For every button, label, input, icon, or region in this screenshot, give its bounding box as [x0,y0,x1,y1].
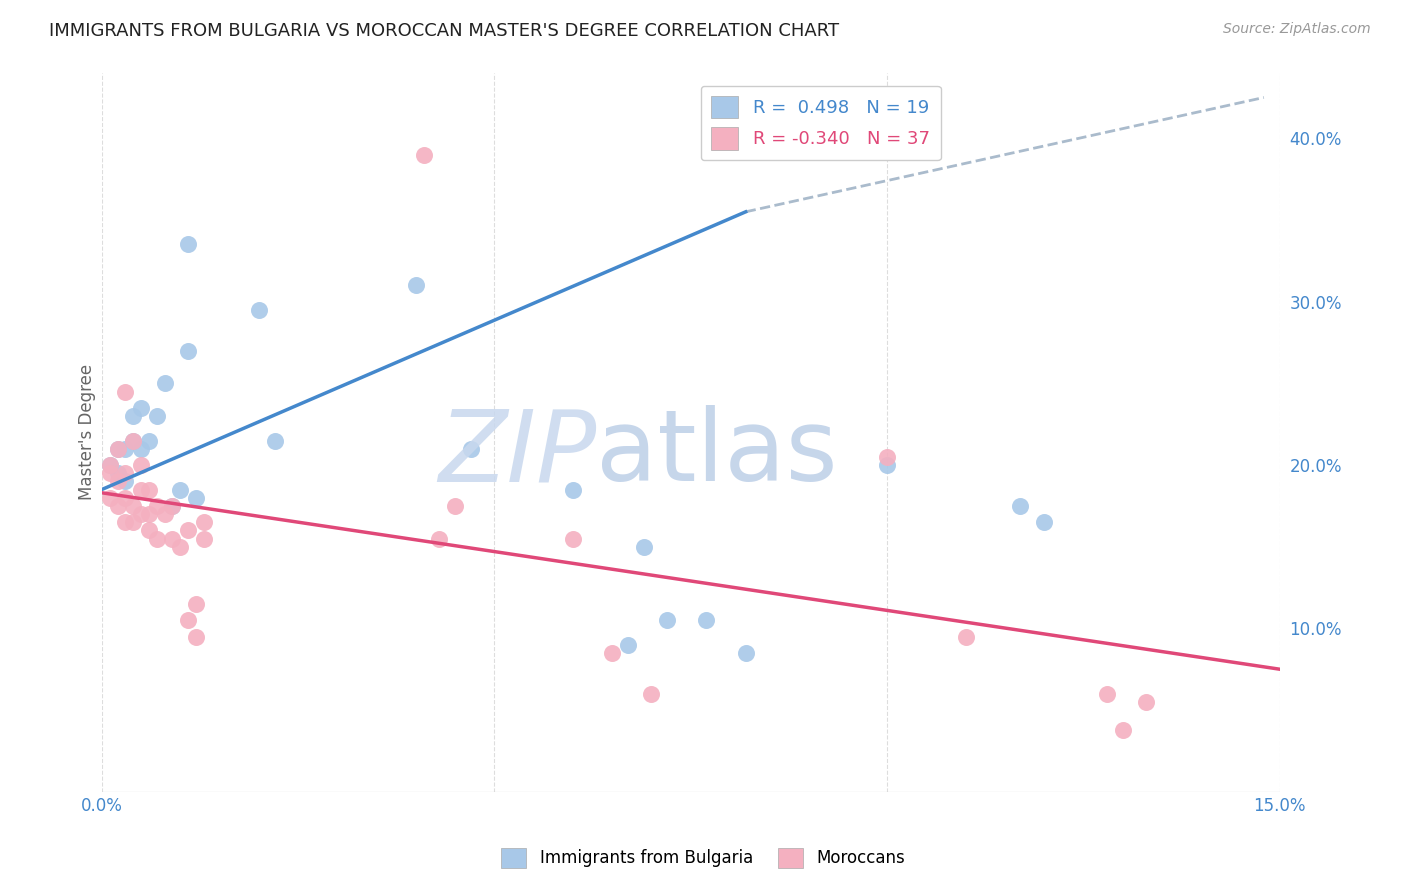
Point [129,401,152,415]
Point [98,458,121,472]
Point [263,434,285,448]
Point [107,475,129,489]
Point [177,343,200,358]
Point [184,491,207,505]
Point [162,499,184,513]
Point [561,532,583,546]
Point [460,442,482,456]
Point [129,458,152,472]
Y-axis label: Master's Degree: Master's Degree [79,364,96,500]
Point [561,483,583,497]
Point [129,483,152,497]
Point [107,466,129,480]
Point [193,532,215,546]
Point [600,646,623,660]
Point [138,483,160,497]
Point [1135,695,1157,709]
Point [1095,687,1118,701]
Point [129,507,152,521]
Point [955,630,977,644]
Point [114,475,136,489]
Point [122,434,145,448]
Point [114,515,136,529]
Point [98,458,121,472]
Legend: R =  0.498   N = 19, R = -0.340   N = 37: R = 0.498 N = 19, R = -0.340 N = 37 [700,86,941,161]
Point [146,409,169,423]
Point [734,646,756,660]
Point [1010,499,1032,513]
Text: Source: ZipAtlas.com: Source: ZipAtlas.com [1223,22,1371,37]
Point [114,491,136,505]
Point [114,466,136,480]
Point [177,613,200,627]
Point [107,499,129,513]
Point [114,442,136,456]
Point [114,384,136,399]
Point [193,515,215,529]
Point [162,499,184,513]
Point [412,147,434,161]
Point [129,442,152,456]
Point [655,613,678,627]
Point [146,532,169,546]
Point [247,302,270,317]
Point [169,540,191,554]
Point [184,630,207,644]
Point [633,540,655,554]
Point [444,499,467,513]
Point [184,597,207,611]
Point [1111,723,1133,737]
Point [177,237,200,252]
Point [695,613,717,627]
Point [177,524,200,538]
Legend: Immigrants from Bulgaria, Moroccans: Immigrants from Bulgaria, Moroccans [495,841,911,875]
Point [876,450,898,464]
Point [122,409,145,423]
Text: atlas: atlas [596,405,838,502]
Point [146,499,169,513]
Point [98,466,121,480]
Text: IMMIGRANTS FROM BULGARIA VS MOROCCAN MASTER'S DEGREE CORRELATION CHART: IMMIGRANTS FROM BULGARIA VS MOROCCAN MAS… [49,22,839,40]
Point [122,434,145,448]
Point [1033,515,1056,529]
Point [429,532,451,546]
Point [153,376,176,391]
Point [876,458,898,472]
Point [107,442,129,456]
Point [138,434,160,448]
Point [153,507,176,521]
Point [107,442,129,456]
Point [405,278,427,293]
Point [98,491,121,505]
Point [617,638,640,652]
Text: ZIP: ZIP [439,405,596,502]
Point [138,524,160,538]
Point [640,687,662,701]
Point [122,499,145,513]
Point [138,507,160,521]
Point [169,483,191,497]
Point [162,532,184,546]
Point [122,515,145,529]
